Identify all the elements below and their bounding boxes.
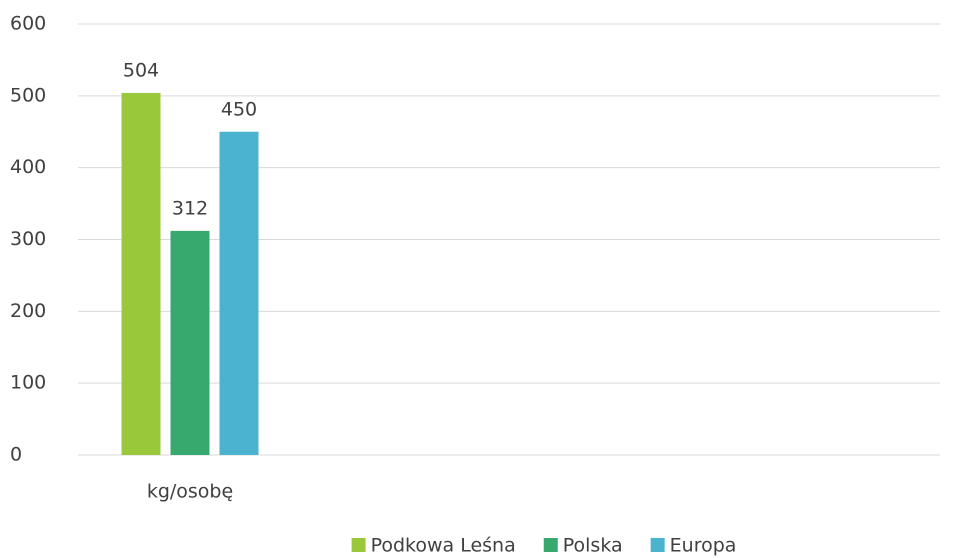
value-label: 450 xyxy=(221,98,257,120)
legend-label: Podkowa Leśna xyxy=(371,535,516,557)
legend-label: Europa xyxy=(670,535,737,557)
legend-swatch xyxy=(543,538,558,552)
y-tick-label: 0 xyxy=(10,444,22,466)
y-tick-label: 300 xyxy=(10,228,46,250)
y-tick-label: 500 xyxy=(10,84,46,106)
bar xyxy=(219,131,259,455)
legend-label: Polska xyxy=(563,535,623,557)
legend-swatch xyxy=(650,538,665,552)
legend-swatch xyxy=(351,538,366,552)
bar xyxy=(121,92,161,456)
y-tick-label: 400 xyxy=(10,156,46,178)
value-label: 504 xyxy=(123,59,159,81)
bar xyxy=(170,230,210,455)
x-tick-label: kg/osobę xyxy=(147,481,233,503)
y-tick-label: 600 xyxy=(10,13,46,35)
y-tick-label: 100 xyxy=(10,372,46,394)
y-tick-label: 200 xyxy=(10,300,46,322)
value-label: 312 xyxy=(172,197,208,219)
